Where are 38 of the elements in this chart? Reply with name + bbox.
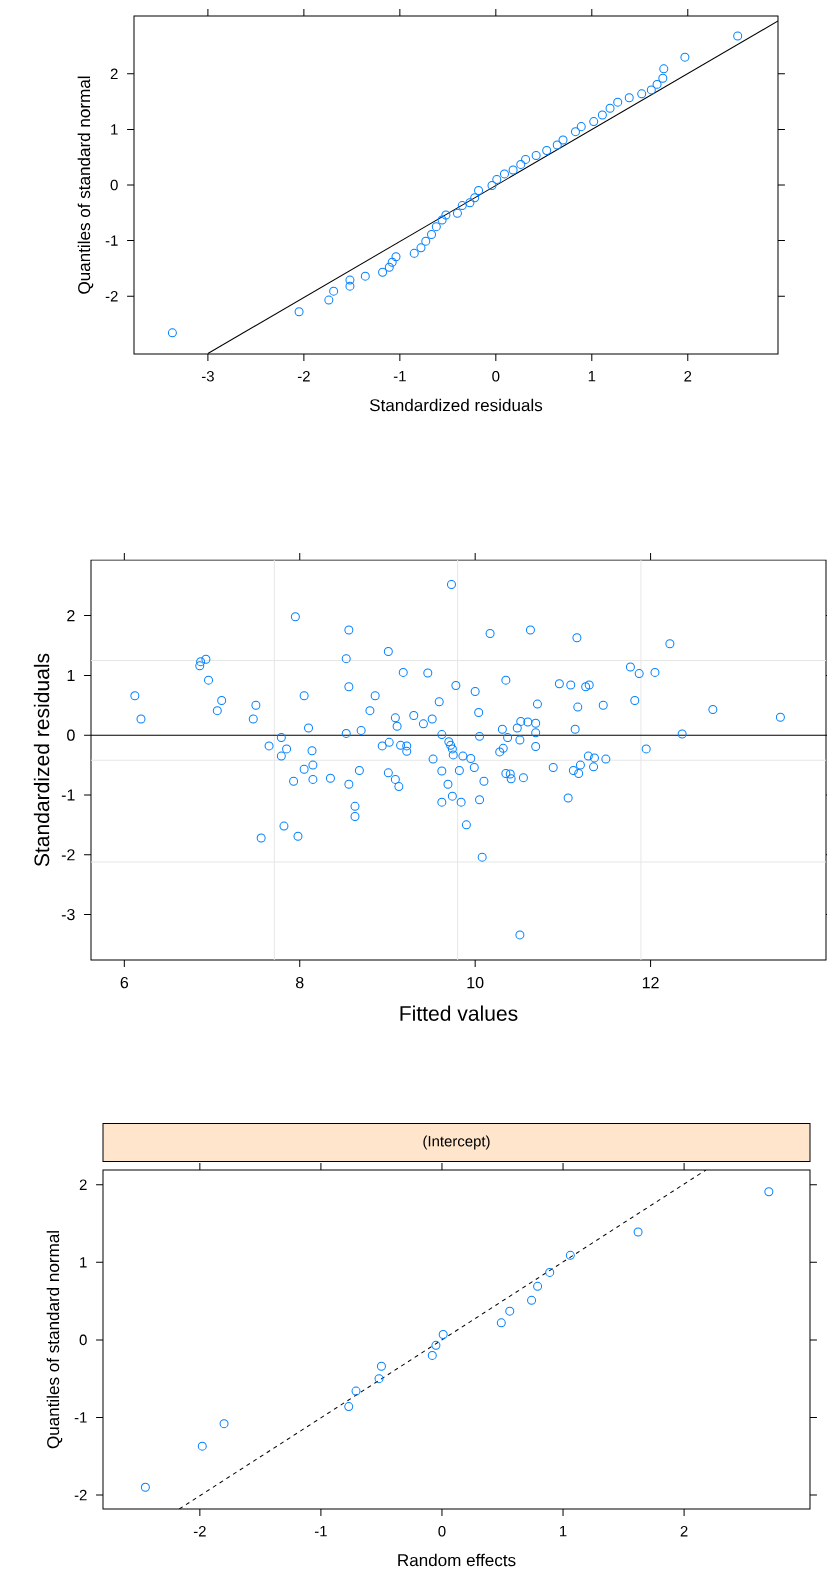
x-tick-label: 0 <box>438 1525 446 1537</box>
x-axis-title: Fitted values <box>400 1005 518 1021</box>
x-tick-label: -1 <box>314 1525 327 1537</box>
y-tick-label: 0 <box>110 179 118 191</box>
y-tick-label: 1 <box>67 669 75 681</box>
x-tick-label: -2 <box>297 370 310 382</box>
y-tick-label: -1 <box>74 1412 87 1423</box>
y-tick-label: -3 <box>61 908 75 921</box>
y-tick-label: 0 <box>67 729 75 741</box>
y-tick-label: -1 <box>61 789 75 801</box>
x-axis-title: Standardized residuals <box>369 398 543 412</box>
y-tick-label: 2 <box>110 68 118 80</box>
y-tick-label: 0 <box>79 1334 87 1346</box>
x-tick-label: 1 <box>588 370 596 382</box>
y-tick-label: 1 <box>111 124 118 135</box>
x-tick-label: -3 <box>201 370 214 382</box>
y-tick-label: 2 <box>67 610 75 622</box>
y-tick-label: -2 <box>61 849 75 861</box>
y-tick-label: 1 <box>80 1257 87 1268</box>
x-tick-label: -2 <box>193 1525 206 1537</box>
y-tick-label: 2 <box>79 1179 87 1190</box>
x-axis-title: Random effects <box>398 1553 516 1567</box>
x-tick-label: 6 <box>120 976 129 989</box>
x-tick-label: 10 <box>467 976 484 989</box>
y-axis-title: Quantiles of standard normal <box>77 76 94 294</box>
x-tick-label: 2 <box>680 1525 688 1537</box>
x-tick-label: 12 <box>642 976 659 989</box>
y-axis-title: Standardized residuals <box>33 653 50 867</box>
x-tick-label: 1 <box>560 1525 567 1537</box>
x-tick-label: -1 <box>393 370 406 382</box>
y-axis-title: Quantiles of standard normal <box>46 1231 63 1449</box>
chart-title: (Intercept) <box>423 1135 490 1150</box>
x-tick-label: 0 <box>492 370 500 382</box>
y-tick-label: -2 <box>105 290 118 302</box>
x-tick-label: 8 <box>295 976 304 989</box>
y-tick-label: -1 <box>105 235 118 246</box>
y-tick-label: -2 <box>74 1489 87 1501</box>
x-tick-label: 2 <box>684 370 692 382</box>
